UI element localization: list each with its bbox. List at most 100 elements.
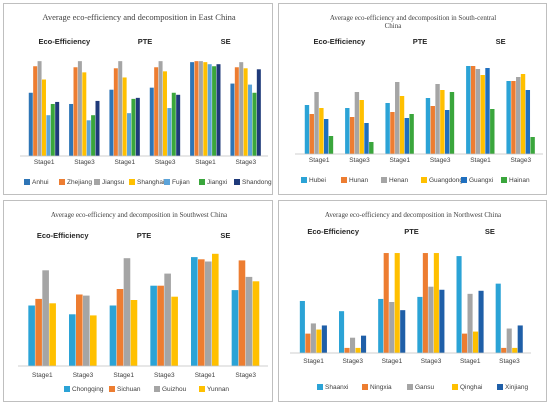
bar-yunnan-5 [252, 281, 260, 366]
bar-shanghai-0 [41, 79, 46, 156]
chart-panel-east-china: Average eco-efficiency and decomposition… [3, 3, 273, 195]
bar-shandong-3 [176, 94, 181, 156]
bar-zhejiang-2 [113, 68, 118, 156]
bar-anhui-5 [230, 83, 235, 156]
bar-zhejiang-1 [73, 67, 78, 156]
bar-henan-4 [475, 69, 481, 154]
x-tick-label: Stage3 [155, 159, 176, 166]
group-label: PTE [413, 37, 428, 46]
bar-gansu-4 [467, 293, 473, 353]
bar-guangdong-3 [440, 90, 445, 154]
bar-fujian-5 [248, 84, 253, 156]
bar-jiangsu-3 [158, 61, 163, 156]
legend-label-shaanxi: Shaanxi [325, 384, 349, 391]
legend-swatch-hainan [501, 177, 507, 183]
bar-jiangxi-5 [252, 92, 257, 156]
bar-hainan-3 [449, 92, 455, 154]
bar-qinghai-0 [316, 329, 322, 353]
legend-label-shanghai: Shanghai [137, 179, 164, 186]
bar-anhui-4 [190, 62, 195, 156]
bar-jiangxi-1 [91, 115, 96, 156]
x-tick-label: Stage1 [460, 358, 481, 365]
bar-guangxi-1 [364, 123, 369, 154]
legend-swatch-yunnan [199, 386, 205, 392]
legend-label-xinjiang: Xinjiang [505, 384, 529, 391]
x-tick-label: Stage1 [303, 358, 324, 365]
bar-sichuan-2 [116, 289, 124, 366]
group-label: SE [221, 37, 231, 46]
bar-fujian-4 [207, 64, 212, 156]
group-label: PTE [404, 227, 419, 236]
bar-hubei-5 [506, 81, 511, 154]
legend-label-anhui: Anhui [32, 179, 49, 186]
legend-swatch-jiangsu [94, 179, 100, 185]
bar-shaanxi-4 [456, 256, 462, 353]
bar-yunnan-1 [90, 315, 97, 366]
x-tick-label: Stage3 [430, 157, 451, 164]
bar-guangdong-2 [399, 96, 405, 154]
bar-guizhou-5 [245, 276, 253, 366]
legend-label-sichuan: Sichuan [117, 386, 141, 393]
legend-swatch-qinghai [452, 384, 458, 390]
bar-anhui-0 [28, 92, 33, 156]
bar-guangdong-5 [520, 74, 526, 154]
bar-shanghai-3 [162, 71, 167, 156]
bar-ningxia-4 [462, 333, 468, 353]
bar-jiangsu-2 [118, 61, 123, 156]
legend-swatch-ningxia [362, 384, 368, 390]
bar-hubei-2 [385, 103, 390, 154]
bar-chongqing-3 [150, 285, 157, 366]
bar-henan-0 [314, 92, 319, 154]
legend-swatch-fujian [164, 179, 170, 185]
bar-zhejiang-5 [234, 67, 239, 156]
chart-title: Average eco-efficiency and decomposition… [325, 211, 502, 219]
bar-xinjiang-2 [400, 310, 406, 353]
legend-swatch-anhui [24, 179, 30, 185]
chart-southwest-china: Average eco-efficiency and decomposition… [18, 211, 268, 393]
bar-jiangsu-0 [37, 61, 42, 156]
legend-swatch-guangdong [421, 177, 427, 183]
legend-swatch-jiangxi [199, 179, 205, 185]
bar-shaanxi-3 [417, 296, 423, 353]
bar-ningxia-2 [383, 253, 389, 353]
bar-henan-3 [435, 84, 440, 154]
group-label: Eco-Efficiency [38, 37, 91, 46]
bar-anhui-1 [69, 103, 74, 156]
bar-chongqing-1 [69, 314, 76, 366]
legend-swatch-hubei [301, 177, 307, 183]
bar-shandong-4 [216, 64, 221, 156]
bar-hainan-4 [490, 109, 495, 154]
legend-swatch-shandong [234, 179, 240, 185]
bar-shandong-5 [256, 69, 261, 156]
bar-xinjiang-5 [517, 325, 523, 353]
chart-northwest-china: Average eco-efficiency and decomposition… [290, 211, 531, 391]
bar-chongqing-4 [191, 257, 198, 366]
legend-swatch-henan [381, 177, 387, 183]
bar-sichuan-4 [198, 259, 205, 366]
bar-guangxi-0 [323, 119, 329, 154]
legend-label-guangxi: Guangxi [469, 177, 493, 184]
bar-qinghai-5 [512, 347, 518, 353]
x-tick-label: Stage3 [74, 159, 95, 166]
legend-label-fujian: Fujian [172, 179, 190, 186]
group-label: SE [485, 227, 495, 236]
x-tick-label: Stage3 [342, 358, 363, 365]
chart-title: Average eco-efficiency and decomposition… [42, 12, 235, 22]
legend-swatch-zhejiang [59, 179, 65, 185]
x-tick-label: Stage3 [421, 358, 442, 365]
bar-hainan-5 [530, 137, 535, 154]
group-label: Eco-Efficiency [307, 227, 360, 236]
bar-shanghai-1 [82, 72, 87, 156]
bar-sichuan-5 [238, 260, 246, 366]
bar-jiangxi-0 [50, 103, 55, 156]
group-label: Eco-Efficiency [37, 231, 90, 240]
x-tick-label: Stage1 [390, 157, 411, 164]
bar-qinghai-1 [355, 347, 361, 353]
bar-guizhou-1 [83, 295, 90, 366]
legend-label-ningxia: Ningxia [370, 384, 392, 391]
bar-xinjiang-0 [321, 325, 327, 353]
bar-guizhou-3 [164, 273, 171, 366]
bar-chongqing-2 [109, 305, 117, 366]
bar-jiangxi-4 [212, 66, 217, 156]
legend-label-yunnan: Yunnan [207, 386, 229, 393]
